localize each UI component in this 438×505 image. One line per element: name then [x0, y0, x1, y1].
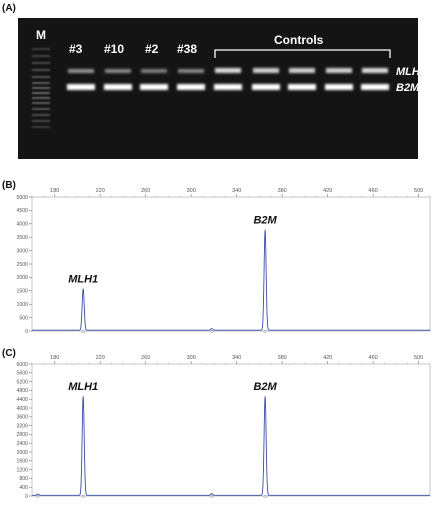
- x-tick-label: 220: [96, 355, 105, 361]
- y-tick-label: 3000: [16, 248, 28, 254]
- y-tick-label: 0: [25, 494, 28, 500]
- marker-label: M: [36, 28, 46, 42]
- x-tick-label: 260: [141, 355, 150, 361]
- x-tick-label: 420: [323, 355, 332, 361]
- peak-marker: [81, 494, 85, 499]
- y-tick-label: 6000: [16, 362, 28, 368]
- x-tick-label: 220: [96, 188, 105, 194]
- band-label-b2m: B2M: [396, 82, 418, 94]
- y-tick-label: 3200: [16, 423, 28, 429]
- x-tick-label: 340: [232, 355, 241, 361]
- lane-label-3: #2: [145, 42, 159, 56]
- x-tick-label: 180: [50, 355, 59, 361]
- x-tick-label: 260: [141, 188, 150, 194]
- peak-label-mlh1: MLH1: [68, 381, 98, 393]
- y-tick-label: 3600: [16, 415, 28, 421]
- b2m-bands: [67, 84, 389, 90]
- gel-bands: [32, 48, 391, 128]
- peak-marker: [36, 494, 40, 499]
- lane-label-1: #3: [69, 42, 83, 56]
- y-tick-label: 400: [19, 485, 28, 491]
- y-tick-label: 5200: [16, 379, 28, 385]
- y-tick-label: 4800: [16, 388, 28, 394]
- peak-marker: [210, 494, 214, 499]
- x-tick-label: 180: [50, 188, 59, 194]
- y-tick-label: 5000: [16, 195, 28, 201]
- peak-label-b2m: B2M: [253, 215, 277, 227]
- y-tick-label: 4400: [16, 397, 28, 403]
- y-tick-label: 2400: [16, 441, 28, 447]
- peak-marker: [81, 329, 85, 334]
- x-tick-label: 340: [232, 188, 241, 194]
- plot-frame: [31, 196, 431, 332]
- panel-c-label: (C): [2, 348, 16, 359]
- y-tick-label: 800: [19, 476, 28, 482]
- x-tick-label: 420: [323, 188, 332, 194]
- y-tick-label: 4000: [16, 222, 28, 228]
- y-tick-label: 4000: [16, 406, 28, 412]
- chart-c: 180 220 260 300 340 380 420 460 500 0 400 800 1200 16…: [0, 352, 438, 500]
- band-label-mlh1: MLH1: [396, 66, 418, 78]
- panel-a-label: (A): [2, 3, 16, 14]
- chart-b: 180 220 260 300 340 380 420 460 500 0 500 1000 1500 2…: [0, 185, 438, 340]
- x-tick-label: 380: [278, 188, 287, 194]
- peak-marker: [263, 494, 267, 499]
- peak-label-mlh1: MLH1: [68, 273, 98, 285]
- y-tick-label: 2000: [16, 275, 28, 281]
- ladder: [32, 48, 50, 128]
- y-tick-label: 1200: [16, 467, 28, 473]
- peak-label-b2m: B2M: [253, 381, 277, 393]
- y-tick-label: 5600: [16, 371, 28, 377]
- y-tick-label: 1500: [16, 289, 28, 295]
- y-tick-label: 2500: [16, 262, 28, 268]
- x-tick-label: 500: [414, 355, 423, 361]
- gel-image: M #3 #10 #2 #38 Controls MLH1 B2M: [18, 18, 418, 159]
- mlh1-bands: [68, 68, 388, 73]
- electropherogram-c: 180 220 260 300 340 380 420 460 500 0 400 800 1200 16…: [16, 355, 431, 500]
- y-tick-label: 2800: [16, 432, 28, 438]
- controls-label: Controls: [274, 33, 324, 47]
- y-tick-label: 0: [25, 329, 28, 335]
- y-tick-label: 2000: [16, 450, 28, 456]
- y-tick-label: 3500: [16, 235, 28, 241]
- electropherogram-b: 180 220 260 300 340 380 420 460 5000500100015002…: [16, 188, 431, 335]
- plot-frame: [31, 363, 431, 497]
- y-tick-label: 4500: [16, 208, 28, 214]
- lane-label-2: #10: [104, 42, 125, 56]
- y-tick-label: 1600: [16, 459, 28, 465]
- peak-marker: [263, 329, 267, 334]
- peak-marker: [210, 329, 214, 334]
- x-tick-label: 500: [414, 188, 423, 194]
- trace-line: [32, 229, 430, 331]
- lane-label-4: #38: [177, 42, 198, 56]
- trace-line: [32, 396, 430, 496]
- controls-bracket: [214, 49, 391, 58]
- panel-b-label: (B): [2, 180, 16, 191]
- x-tick-label: 380: [278, 355, 287, 361]
- x-tick-label: 460: [369, 188, 378, 194]
- y-tick-label: 1000: [16, 302, 28, 308]
- x-tick-label: 300: [187, 355, 196, 361]
- y-tick-label: 500: [19, 315, 28, 321]
- x-tick-label: 460: [369, 355, 378, 361]
- x-tick-label: 300: [187, 188, 196, 194]
